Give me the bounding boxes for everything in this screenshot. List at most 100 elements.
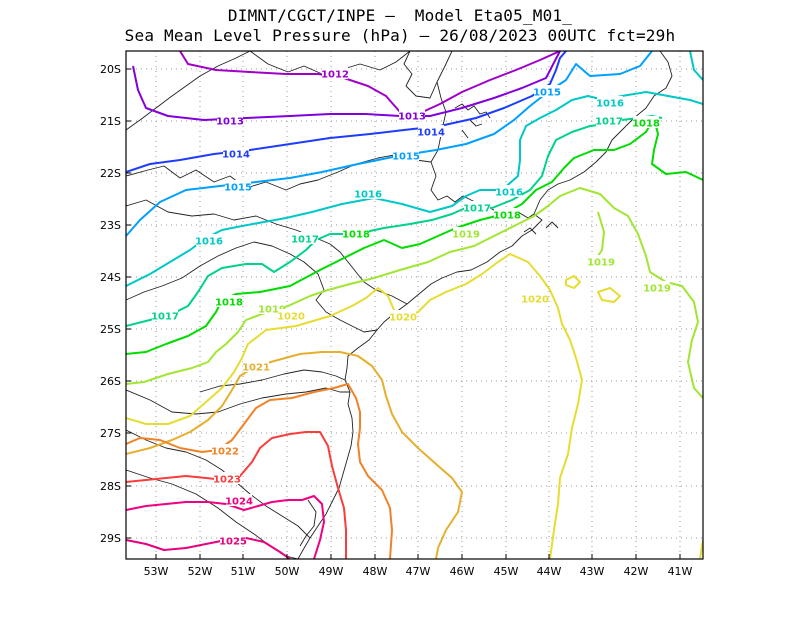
border-paraguay bbox=[126, 241, 378, 333]
lake-patos bbox=[299, 499, 317, 547]
contour-label-bg bbox=[633, 116, 659, 128]
contour-label-1018: 1018 bbox=[215, 298, 243, 309]
bay-islands bbox=[454, 103, 559, 235]
lat-tick-label: 20S bbox=[100, 63, 121, 76]
contour-label-1015: 1015 bbox=[392, 152, 420, 163]
lon-tick-label: 52W bbox=[188, 565, 213, 578]
contour-label-bg bbox=[393, 149, 419, 161]
border-mg-sp bbox=[126, 153, 432, 191]
contour-label-bg bbox=[390, 310, 416, 322]
lon-tick-label: 49W bbox=[319, 565, 344, 578]
lat-tick-label: 22S bbox=[100, 167, 121, 180]
contour-label-bg bbox=[355, 187, 381, 199]
contour-label-1019: 1019 bbox=[587, 258, 615, 269]
contour-label-bg bbox=[217, 114, 243, 126]
title-line-1: DIMNT/CGCT/INPE — Model Eta05_M01_ bbox=[227, 6, 573, 25]
border-pr-sc bbox=[199, 369, 346, 393]
contour-label-bg bbox=[212, 444, 238, 456]
contour-label-bg bbox=[226, 494, 252, 506]
contour-label-1016: 1016 bbox=[596, 99, 624, 110]
contour-label-bg bbox=[496, 185, 522, 197]
contour-label-bg bbox=[588, 255, 614, 267]
map-frame bbox=[125, 50, 704, 560]
contour-label-1016: 1016 bbox=[354, 190, 382, 201]
contour-label-1020: 1020 bbox=[277, 312, 305, 323]
contour-label-bg bbox=[322, 67, 348, 79]
isobar-1022 bbox=[126, 383, 393, 559]
isobar-1017 bbox=[126, 115, 663, 327]
contour-label-bg bbox=[596, 114, 622, 126]
contour-label-1018: 1018 bbox=[342, 230, 370, 241]
contour-label-1015: 1015 bbox=[533, 88, 561, 99]
isobar-1021 bbox=[126, 351, 463, 559]
lat-tick-label: 29S bbox=[100, 532, 121, 545]
title-line-2: Sea Mean Level Pressure (hPa) — 26/08/20… bbox=[124, 26, 676, 45]
lat-tick-label: 28S bbox=[100, 480, 121, 493]
contour-label-1022: 1022 bbox=[211, 447, 239, 458]
contour-label-bg bbox=[494, 208, 520, 220]
contour-label-bg bbox=[225, 180, 251, 192]
contour-label-1025: 1025 bbox=[219, 537, 247, 548]
border-pr-sp bbox=[126, 199, 408, 305]
border-mg-rj bbox=[403, 51, 438, 99]
contour-label-bg bbox=[214, 472, 240, 484]
contour-label-bg bbox=[152, 309, 178, 321]
lon-tick-label: 42W bbox=[624, 565, 649, 578]
contour-label-bg bbox=[644, 281, 670, 293]
contour-label-bg bbox=[464, 201, 490, 213]
contour-label-1019: 1019 bbox=[258, 305, 286, 316]
isobar-1019 bbox=[126, 187, 703, 399]
contour-label-1019: 1019 bbox=[643, 284, 671, 295]
contour-label-1014: 1014 bbox=[222, 150, 250, 161]
lon-tick-label: 44W bbox=[537, 565, 562, 578]
lon-tick-label: 51W bbox=[231, 565, 256, 578]
contour-label-1016: 1016 bbox=[495, 188, 523, 199]
contour-label-bg bbox=[453, 227, 479, 239]
isobar-1016-east bbox=[689, 51, 703, 81]
isobar-1020 bbox=[126, 253, 583, 559]
contour-label-1024: 1024 bbox=[225, 497, 253, 508]
isobar-1014 bbox=[126, 51, 567, 173]
lat-tick-label: 21S bbox=[100, 115, 121, 128]
contour-label-1016: 1016 bbox=[195, 237, 223, 248]
contour-label-1017: 1017 bbox=[151, 312, 179, 323]
lon-tick-label: 46W bbox=[450, 565, 475, 578]
contour-label-bg bbox=[522, 292, 548, 304]
contour-label-1017: 1017 bbox=[463, 204, 491, 215]
contour-label-bg bbox=[399, 109, 425, 121]
lon-tick-label: 53W bbox=[144, 565, 169, 578]
contour-label-bg bbox=[223, 147, 249, 159]
isobar-1020-oval2 bbox=[597, 287, 621, 303]
coastline-and-borders bbox=[126, 51, 673, 559]
longitude-axis: 53W 52W 51W 50W 49W 48W 47W 46W 45W 44W 43W 42W 41W bbox=[144, 554, 693, 578]
isobar-1015 bbox=[126, 51, 653, 237]
isobar-1020-oval1 bbox=[565, 275, 581, 289]
contour-label-bg bbox=[597, 96, 623, 108]
lat-tick-label: 25S bbox=[100, 323, 121, 336]
contour-label-1018: 1018 bbox=[493, 211, 521, 222]
contour-label-bg bbox=[278, 309, 304, 321]
contour-label-bg bbox=[220, 534, 246, 546]
lon-tick-label: 41W bbox=[668, 565, 693, 578]
lon-tick-label: 45W bbox=[494, 565, 519, 578]
contour-label-1023: 1023 bbox=[213, 475, 241, 486]
lat-tick-label: 24S bbox=[100, 271, 121, 284]
coastline-north bbox=[533, 51, 673, 215]
isobar-1025 bbox=[126, 537, 291, 559]
contour-label-bg bbox=[418, 125, 444, 137]
isobar-1012 bbox=[179, 51, 561, 115]
isobar-1024 bbox=[126, 495, 325, 559]
lat-tick-label: 26S bbox=[100, 375, 121, 388]
contour-label-bg bbox=[292, 232, 318, 244]
contour-label-1020: 1020 bbox=[389, 313, 417, 324]
lat-tick-label: 23S bbox=[100, 219, 121, 232]
contour-label-bg bbox=[216, 295, 242, 307]
lon-tick-label: 47W bbox=[406, 565, 431, 578]
lon-tick-label: 43W bbox=[580, 565, 605, 578]
contour-label-1013: 1013 bbox=[216, 117, 244, 128]
contour-label-1020: 1020 bbox=[521, 295, 549, 306]
contour-label-1019: 1019 bbox=[452, 230, 480, 241]
lat-tick-label: 27S bbox=[100, 427, 121, 440]
contour-label-1014: 1014 bbox=[417, 128, 445, 139]
